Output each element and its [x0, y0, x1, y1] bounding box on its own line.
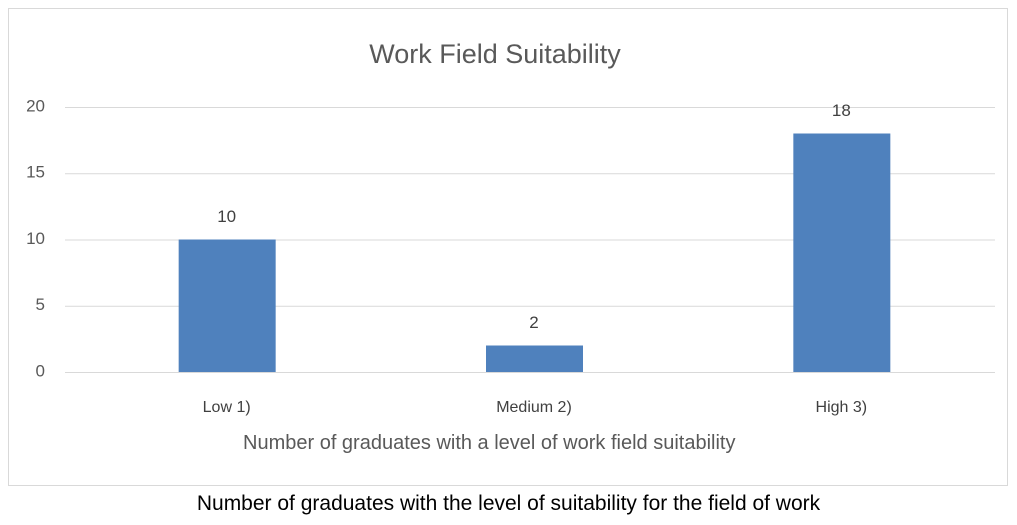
y-tick-label: 0 [36, 361, 45, 380]
bar [793, 133, 891, 372]
caption: Number of graduates with the level of su… [196, 492, 821, 515]
data-label: 18 [832, 101, 851, 120]
data-label: 10 [217, 207, 236, 226]
x-tick-label: Low 1) [202, 399, 251, 416]
x-axis-title: Number of graduates with a level of work… [243, 432, 736, 454]
y-tick-label: 15 [26, 163, 45, 182]
chart-border [8, 8, 1008, 486]
chart-title: Work Field Suitability [369, 39, 621, 69]
x-tick-label: Medium 2) [496, 399, 572, 416]
x-tick-label: High 3) [815, 399, 868, 416]
bar [178, 239, 276, 372]
data-label: 2 [529, 313, 538, 332]
y-tick-label: 20 [26, 96, 45, 115]
y-tick-label: 5 [36, 295, 45, 314]
y-tick-label: 10 [26, 229, 45, 248]
bar [486, 345, 583, 372]
